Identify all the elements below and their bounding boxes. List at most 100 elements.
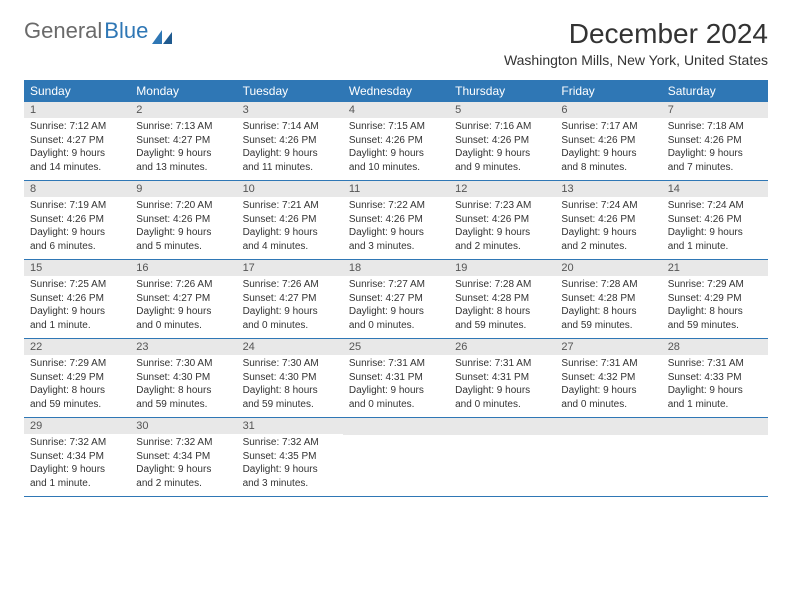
daylight-line: Daylight: 9 hours and 10 minutes.	[349, 147, 443, 174]
sunset-line: Sunset: 4:27 PM	[243, 292, 337, 306]
empty-day-number	[555, 418, 661, 435]
sunset-line: Sunset: 4:34 PM	[30, 450, 124, 464]
day-body: Sunrise: 7:32 AMSunset: 4:34 PMDaylight:…	[24, 434, 130, 496]
empty-day-body	[343, 435, 449, 493]
daylight-line: Daylight: 9 hours and 14 minutes.	[30, 147, 124, 174]
sunset-line: Sunset: 4:26 PM	[455, 134, 549, 148]
sunrise-line: Sunrise: 7:26 AM	[136, 278, 230, 292]
daylight-line: Daylight: 8 hours and 59 minutes.	[30, 384, 124, 411]
day-cell: 12Sunrise: 7:23 AMSunset: 4:26 PMDayligh…	[449, 181, 555, 260]
daylight-line: Daylight: 9 hours and 3 minutes.	[349, 226, 443, 253]
sunrise-line: Sunrise: 7:31 AM	[455, 357, 549, 371]
location-text: Washington Mills, New York, United State…	[504, 52, 768, 68]
logo: GeneralBlue	[24, 18, 174, 44]
empty-day-body	[449, 435, 555, 493]
day-number: 13	[555, 181, 661, 197]
weekday-header: Thursday	[449, 80, 555, 102]
sunset-line: Sunset: 4:32 PM	[561, 371, 655, 385]
sunrise-line: Sunrise: 7:32 AM	[136, 436, 230, 450]
day-body: Sunrise: 7:21 AMSunset: 4:26 PMDaylight:…	[237, 197, 343, 259]
weekday-row: SundayMondayTuesdayWednesdayThursdayFrid…	[24, 80, 768, 102]
daylight-line: Daylight: 9 hours and 7 minutes.	[668, 147, 762, 174]
sunrise-line: Sunrise: 7:24 AM	[561, 199, 655, 213]
day-body: Sunrise: 7:27 AMSunset: 4:27 PMDaylight:…	[343, 276, 449, 338]
sunrise-line: Sunrise: 7:20 AM	[136, 199, 230, 213]
day-number: 15	[24, 260, 130, 276]
day-number: 4	[343, 102, 449, 118]
sunrise-line: Sunrise: 7:13 AM	[136, 120, 230, 134]
daylight-line: Daylight: 8 hours and 59 minutes.	[455, 305, 549, 332]
sunset-line: Sunset: 4:30 PM	[243, 371, 337, 385]
sunset-line: Sunset: 4:26 PM	[668, 134, 762, 148]
day-body: Sunrise: 7:26 AMSunset: 4:27 PMDaylight:…	[237, 276, 343, 338]
day-cell: 18Sunrise: 7:27 AMSunset: 4:27 PMDayligh…	[343, 260, 449, 339]
sunset-line: Sunset: 4:34 PM	[136, 450, 230, 464]
daylight-line: Daylight: 9 hours and 1 minute.	[30, 463, 124, 490]
day-body: Sunrise: 7:20 AMSunset: 4:26 PMDaylight:…	[130, 197, 236, 259]
sunrise-line: Sunrise: 7:32 AM	[243, 436, 337, 450]
day-number: 7	[662, 102, 768, 118]
week-row: 22Sunrise: 7:29 AMSunset: 4:29 PMDayligh…	[24, 339, 768, 418]
day-number: 20	[555, 260, 661, 276]
week-row: 29Sunrise: 7:32 AMSunset: 4:34 PMDayligh…	[24, 418, 768, 497]
day-number: 27	[555, 339, 661, 355]
day-body: Sunrise: 7:25 AMSunset: 4:26 PMDaylight:…	[24, 276, 130, 338]
day-cell: 2Sunrise: 7:13 AMSunset: 4:27 PMDaylight…	[130, 102, 236, 181]
sunrise-line: Sunrise: 7:19 AM	[30, 199, 124, 213]
day-cell: 7Sunrise: 7:18 AMSunset: 4:26 PMDaylight…	[662, 102, 768, 181]
day-body: Sunrise: 7:13 AMSunset: 4:27 PMDaylight:…	[130, 118, 236, 180]
sunrise-line: Sunrise: 7:14 AM	[243, 120, 337, 134]
sunset-line: Sunset: 4:26 PM	[243, 213, 337, 227]
calendar-head: SundayMondayTuesdayWednesdayThursdayFrid…	[24, 80, 768, 102]
sunset-line: Sunset: 4:27 PM	[136, 292, 230, 306]
day-body: Sunrise: 7:23 AMSunset: 4:26 PMDaylight:…	[449, 197, 555, 259]
day-body: Sunrise: 7:30 AMSunset: 4:30 PMDaylight:…	[130, 355, 236, 417]
sunrise-line: Sunrise: 7:28 AM	[455, 278, 549, 292]
day-body: Sunrise: 7:16 AMSunset: 4:26 PMDaylight:…	[449, 118, 555, 180]
month-title: December 2024	[504, 18, 768, 50]
daylight-line: Daylight: 8 hours and 59 minutes.	[561, 305, 655, 332]
sunset-line: Sunset: 4:26 PM	[136, 213, 230, 227]
day-body: Sunrise: 7:18 AMSunset: 4:26 PMDaylight:…	[662, 118, 768, 180]
sunrise-line: Sunrise: 7:29 AM	[668, 278, 762, 292]
daylight-line: Daylight: 9 hours and 11 minutes.	[243, 147, 337, 174]
day-body: Sunrise: 7:12 AMSunset: 4:27 PMDaylight:…	[24, 118, 130, 180]
day-body: Sunrise: 7:32 AMSunset: 4:35 PMDaylight:…	[237, 434, 343, 496]
day-cell: 9Sunrise: 7:20 AMSunset: 4:26 PMDaylight…	[130, 181, 236, 260]
day-number: 5	[449, 102, 555, 118]
day-cell: 3Sunrise: 7:14 AMSunset: 4:26 PMDaylight…	[237, 102, 343, 181]
sunrise-line: Sunrise: 7:32 AM	[30, 436, 124, 450]
day-number: 8	[24, 181, 130, 197]
day-cell: 19Sunrise: 7:28 AMSunset: 4:28 PMDayligh…	[449, 260, 555, 339]
weekday-header: Tuesday	[237, 80, 343, 102]
sunset-line: Sunset: 4:26 PM	[30, 213, 124, 227]
daylight-line: Daylight: 9 hours and 13 minutes.	[136, 147, 230, 174]
calendar-body: 1Sunrise: 7:12 AMSunset: 4:27 PMDaylight…	[24, 102, 768, 497]
empty-day-number	[662, 418, 768, 435]
sunrise-line: Sunrise: 7:29 AM	[30, 357, 124, 371]
empty-day-body	[662, 435, 768, 493]
sunrise-line: Sunrise: 7:28 AM	[561, 278, 655, 292]
sunrise-line: Sunrise: 7:31 AM	[349, 357, 443, 371]
title-block: December 2024 Washington Mills, New York…	[504, 18, 768, 68]
sunset-line: Sunset: 4:26 PM	[349, 134, 443, 148]
day-cell: 26Sunrise: 7:31 AMSunset: 4:31 PMDayligh…	[449, 339, 555, 418]
sunset-line: Sunset: 4:26 PM	[561, 134, 655, 148]
empty-day-number	[343, 418, 449, 435]
day-cell: 28Sunrise: 7:31 AMSunset: 4:33 PMDayligh…	[662, 339, 768, 418]
day-body: Sunrise: 7:28 AMSunset: 4:28 PMDaylight:…	[449, 276, 555, 338]
sunset-line: Sunset: 4:26 PM	[30, 292, 124, 306]
daylight-line: Daylight: 9 hours and 0 minutes.	[561, 384, 655, 411]
week-row: 15Sunrise: 7:25 AMSunset: 4:26 PMDayligh…	[24, 260, 768, 339]
day-number: 26	[449, 339, 555, 355]
sunset-line: Sunset: 4:29 PM	[30, 371, 124, 385]
sunset-line: Sunset: 4:28 PM	[561, 292, 655, 306]
day-cell: 5Sunrise: 7:16 AMSunset: 4:26 PMDaylight…	[449, 102, 555, 181]
day-cell: 25Sunrise: 7:31 AMSunset: 4:31 PMDayligh…	[343, 339, 449, 418]
week-row: 1Sunrise: 7:12 AMSunset: 4:27 PMDaylight…	[24, 102, 768, 181]
day-number: 29	[24, 418, 130, 434]
daylight-line: Daylight: 8 hours and 59 minutes.	[668, 305, 762, 332]
day-cell: 22Sunrise: 7:29 AMSunset: 4:29 PMDayligh…	[24, 339, 130, 418]
day-body: Sunrise: 7:31 AMSunset: 4:31 PMDaylight:…	[449, 355, 555, 417]
day-cell	[449, 418, 555, 497]
